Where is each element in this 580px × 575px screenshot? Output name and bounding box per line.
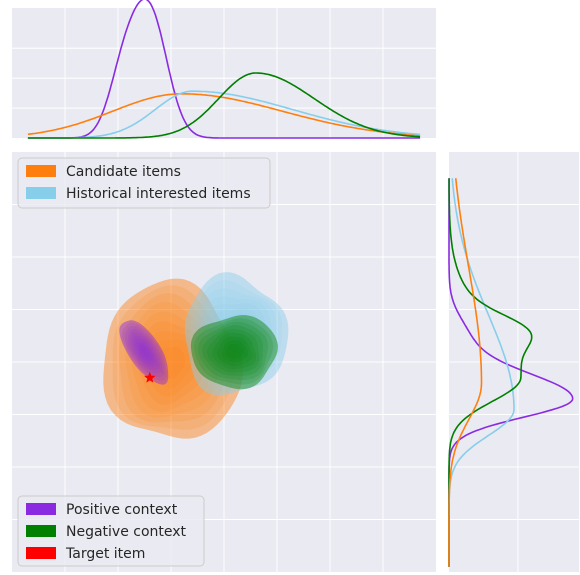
density-level	[190, 315, 278, 390]
density-level	[131, 311, 213, 412]
density-level	[184, 272, 289, 396]
legend-label-negative-context: Negative context	[66, 524, 187, 540]
density-level	[112, 285, 236, 430]
legend-swatch-historical-interested-items	[26, 187, 56, 199]
density-level	[137, 321, 206, 405]
legend-swatch-candidate-items	[26, 165, 56, 177]
legend-swatch-negative-context	[26, 525, 56, 537]
density-level	[127, 328, 162, 374]
density-level	[139, 345, 150, 358]
marginal-x-curve-candidate-items	[27, 93, 421, 137]
target-item-point	[144, 371, 156, 383]
density-level	[198, 296, 272, 382]
density-level	[197, 321, 268, 380]
density-level	[103, 278, 244, 439]
density-level	[222, 324, 246, 348]
joint-densities	[103, 272, 289, 439]
density-level	[194, 318, 274, 385]
density-level	[222, 340, 248, 363]
marginal-x-curves	[27, 0, 421, 139]
density-level	[203, 303, 267, 375]
density-level	[217, 336, 253, 366]
density-level	[144, 331, 199, 397]
density-level	[212, 332, 257, 370]
density-level	[125, 302, 220, 418]
marginal-y-axes	[448, 152, 579, 572]
legend-label-historical-interested-items: Historical interested items	[66, 186, 251, 202]
density-level	[122, 322, 167, 381]
marginal-y-curve-candidate-items	[448, 178, 483, 567]
density-level	[189, 280, 283, 392]
legend-label-target-item: Target item	[65, 546, 145, 562]
joint-axes	[12, 152, 436, 572]
density-level	[217, 318, 251, 354]
marginal-x-grid	[12, 8, 436, 138]
density-level	[207, 328, 260, 373]
density-level	[212, 312, 257, 361]
legend-label-positive-context: Positive context	[66, 502, 178, 518]
legend-lower: Positive context Negative context Target…	[17, 495, 205, 567]
density-level	[157, 346, 186, 379]
legend-swatch-target-item	[26, 547, 56, 559]
density-level	[202, 325, 263, 376]
legend-upper: Candidate items Historical interested it…	[17, 157, 271, 209]
legend-upper-frame	[17, 157, 271, 209]
density-level	[137, 342, 153, 361]
density-historical-interested-items	[184, 272, 289, 396]
target-item-marker	[144, 371, 156, 383]
density-negative-context	[190, 315, 278, 390]
density-level	[130, 332, 160, 370]
density-candidate-items	[103, 278, 244, 439]
density-level	[119, 293, 228, 423]
marginal-y-grid	[449, 152, 579, 572]
density-level	[194, 288, 277, 387]
marginal-x-curve-negative-context	[27, 72, 421, 139]
marginal-y-curves	[448, 178, 574, 567]
marginal-x-axes	[12, 0, 436, 139]
density-level	[150, 340, 192, 388]
density-level	[119, 320, 169, 385]
marginal-x-curve-positive-context	[27, 0, 421, 139]
legend-label-candidate-items: Candidate items	[66, 164, 181, 180]
density-level	[226, 343, 244, 359]
density-level	[132, 335, 158, 367]
density-level	[124, 325, 165, 377]
density-level	[135, 338, 155, 364]
density-positive-context	[119, 320, 169, 385]
legend-swatch-positive-context	[26, 503, 56, 515]
density-level	[208, 307, 262, 368]
legend-lower-frame	[17, 495, 205, 567]
